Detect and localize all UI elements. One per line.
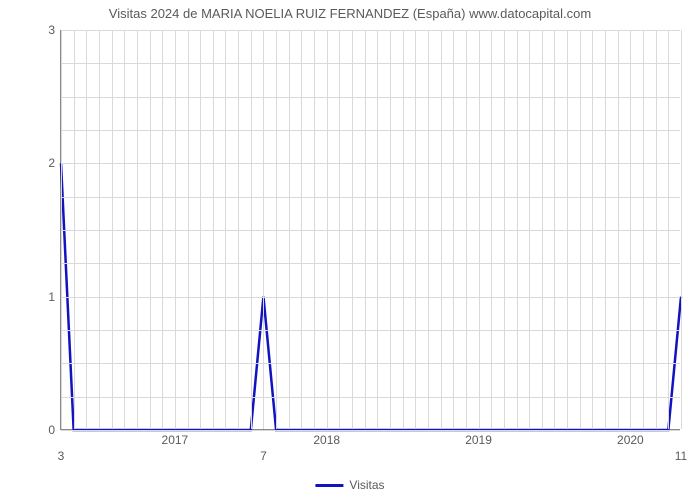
gridline-vertical <box>377 30 378 429</box>
gridline-vertical <box>61 30 62 429</box>
gridline-horizontal <box>61 197 680 198</box>
gridline-vertical <box>276 30 277 429</box>
gridline-vertical <box>289 30 290 429</box>
gridline-vertical <box>618 30 619 429</box>
gridline-vertical <box>175 30 176 429</box>
gridline-vertical <box>479 30 480 429</box>
y-tick-label: 0 <box>48 423 55 437</box>
gridline-vertical <box>213 30 214 429</box>
gridline-vertical <box>200 30 201 429</box>
gridline-vertical <box>124 30 125 429</box>
gridline-vertical <box>428 30 429 429</box>
gridline-vertical <box>162 30 163 429</box>
gridline-horizontal <box>61 363 680 364</box>
gridline-vertical <box>390 30 391 429</box>
gridline-vertical <box>251 30 252 429</box>
gridline-vertical <box>225 30 226 429</box>
x-tick-label: 2017 <box>162 433 189 447</box>
gridline-vertical <box>99 30 100 429</box>
gridline-vertical <box>542 30 543 429</box>
gridline-vertical <box>352 30 353 429</box>
legend-swatch <box>315 484 343 487</box>
gridline-vertical <box>112 30 113 429</box>
gridline-horizontal <box>61 330 680 331</box>
y-tick-label: 3 <box>48 23 55 37</box>
gridline-horizontal <box>61 97 680 98</box>
gridline-horizontal <box>61 163 680 164</box>
gridline-vertical <box>301 30 302 429</box>
x-tick-label: 2018 <box>313 433 340 447</box>
gridline-vertical <box>554 30 555 429</box>
plot-area: 012320172018201920203711 <box>60 30 680 430</box>
gridline-vertical <box>86 30 87 429</box>
gridline-vertical <box>643 30 644 429</box>
gridline-vertical <box>365 30 366 429</box>
gridline-vertical <box>592 30 593 429</box>
y-tick-label: 1 <box>48 290 55 304</box>
gridline-vertical <box>580 30 581 429</box>
gridline-vertical <box>238 30 239 429</box>
y-tick-label: 2 <box>48 156 55 170</box>
gridline-vertical <box>504 30 505 429</box>
gridline-vertical <box>150 30 151 429</box>
gridline-vertical <box>630 30 631 429</box>
legend-label: Visitas <box>349 478 384 492</box>
gridline-horizontal <box>61 130 680 131</box>
gridline-horizontal <box>61 230 680 231</box>
gridline-horizontal <box>61 297 680 298</box>
gridline-vertical <box>441 30 442 429</box>
gridline-vertical <box>339 30 340 429</box>
gridline-horizontal <box>61 430 680 431</box>
x-tick-label: 2019 <box>465 433 492 447</box>
gridline-vertical <box>605 30 606 429</box>
gridline-vertical <box>567 30 568 429</box>
gridline-vertical <box>327 30 328 429</box>
gridline-vertical <box>188 30 189 429</box>
gridline-vertical <box>403 30 404 429</box>
gridline-horizontal <box>61 397 680 398</box>
gridline-vertical <box>491 30 492 429</box>
gridline-vertical <box>529 30 530 429</box>
gridline-horizontal <box>61 63 680 64</box>
gridline-vertical <box>466 30 467 429</box>
gridline-vertical <box>74 30 75 429</box>
gridline-vertical <box>681 30 682 429</box>
gridline-vertical <box>656 30 657 429</box>
gridline-vertical <box>314 30 315 429</box>
gridline-vertical <box>517 30 518 429</box>
gridline-vertical <box>263 30 264 429</box>
gridline-vertical <box>137 30 138 429</box>
x-tick-label: 2020 <box>617 433 644 447</box>
gridline-horizontal <box>61 263 680 264</box>
gridline-vertical <box>668 30 669 429</box>
gridline-vertical <box>415 30 416 429</box>
x-below-label: 11 <box>675 449 687 463</box>
gridline-horizontal <box>61 30 680 31</box>
gridline-vertical <box>453 30 454 429</box>
chart-container: Visitas 2024 de MARIA NOELIA RUIZ FERNAN… <box>0 0 700 500</box>
x-below-label: 3 <box>58 449 65 463</box>
chart-title: Visitas 2024 de MARIA NOELIA RUIZ FERNAN… <box>0 6 700 21</box>
x-below-label: 7 <box>260 449 267 463</box>
legend: Visitas <box>315 478 384 492</box>
